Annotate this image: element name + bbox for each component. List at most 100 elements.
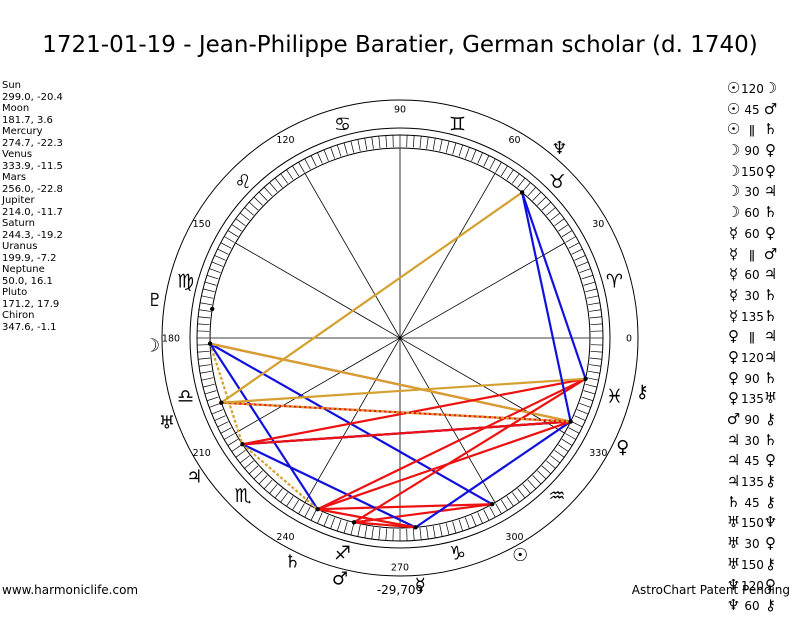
degree-tick (562, 230, 572, 236)
degree-tick (249, 202, 258, 210)
aspect-angle: 30 (741, 286, 763, 307)
degree-tick (433, 138, 435, 150)
degree-tick (337, 520, 341, 531)
degree-tick (490, 507, 496, 518)
aspect-item: ☿ǁ♂ (726, 244, 778, 265)
degree-tick (311, 156, 316, 167)
degree-tick (579, 403, 590, 407)
degree-tick (200, 371, 212, 373)
degree-tick (365, 526, 367, 538)
aspect-item: ♂90⚷ (726, 409, 778, 430)
degree-tick (584, 391, 596, 394)
degree-tick (358, 525, 360, 537)
degree-tick (197, 324, 209, 325)
aspect-item: ☽150♀ (726, 161, 778, 182)
degree-tick (305, 159, 311, 170)
degree-tick (507, 170, 514, 180)
degree-tick (518, 178, 525, 187)
aspect-planet1-glyph: ☿ (726, 244, 741, 265)
degree-tick (453, 522, 456, 534)
aspect-planet1-glyph: ☿ (726, 306, 741, 327)
aspect-planet2-glyph: ♄ (763, 119, 778, 140)
degree-tick (440, 139, 442, 151)
degree-tick (259, 475, 267, 484)
aspect-planet1-glyph: ♀ (726, 326, 741, 347)
degree-tick (331, 517, 335, 528)
degree-tick (579, 269, 590, 273)
aspect-item: ☉120☽ (726, 78, 778, 99)
degree-label: 240 (276, 532, 294, 543)
aspect-item: ☿60♃ (726, 264, 778, 285)
sign-glyph: ♍ (177, 271, 194, 293)
degree-label: 330 (589, 448, 607, 459)
degree-tick (588, 371, 600, 373)
degree-tick (588, 303, 600, 305)
degree-tick (224, 237, 234, 243)
aspect-planet2-glyph: ⚷ (763, 492, 778, 513)
degree-tick (203, 384, 215, 387)
aspect-planet1-glyph: ☽ (726, 202, 741, 223)
degree-tick (577, 410, 588, 414)
website-link[interactable]: www.harmoniclife.com (2, 583, 138, 597)
degree-tick (472, 515, 476, 526)
sign-glyph: ♌ (234, 171, 251, 193)
aspect-planet1-glyph: ♀ (726, 347, 741, 368)
degree-tick (286, 170, 293, 180)
degree-tick (240, 213, 249, 220)
degree-tick (379, 528, 380, 540)
degree-tick (558, 224, 568, 231)
degree-label: 180 (162, 334, 180, 345)
degree-tick (299, 162, 305, 172)
degree-tick (585, 384, 597, 387)
degree-tick (542, 466, 551, 474)
aspect-item: ♅30♀ (726, 533, 778, 554)
degree-tick (569, 428, 580, 434)
degree-tick (546, 208, 555, 216)
degree-tick (496, 503, 502, 513)
aspect-item: ☉45♂ (726, 99, 778, 120)
degree-label: 270 (391, 563, 409, 574)
degree-tick (537, 471, 546, 479)
aspect-angle: 150 (741, 162, 763, 183)
degree-tick (518, 489, 525, 498)
degree-tick (365, 138, 367, 150)
aspect-planet2-glyph: ♄ (763, 368, 778, 389)
degree-tick (224, 434, 234, 440)
degree-tick (331, 147, 335, 158)
degree-tick (453, 143, 456, 155)
degree-label: 60 (508, 135, 520, 146)
aspect-item: ♆60⚷ (726, 595, 778, 616)
degree-tick (572, 249, 583, 254)
degree-tick (372, 527, 374, 539)
degree-tick (311, 510, 316, 521)
aspect-line (242, 422, 570, 445)
aspect-line (242, 444, 415, 527)
degree-tick (558, 445, 568, 452)
sign-glyph: ♈ (606, 271, 623, 293)
aspect-item: ♅150♆ (726, 512, 778, 533)
aspect-planet2-glyph: ♄ (763, 285, 778, 306)
aspect-angle: 90 (741, 369, 763, 390)
aspect-planet1-glyph: ♅ (726, 554, 741, 575)
degree-tick (574, 255, 585, 260)
aspect-line (522, 192, 585, 378)
aspect-item: ☿30♄ (726, 285, 778, 306)
aspect-angle: 45 (741, 100, 763, 121)
sign-glyph: ♉ (548, 171, 565, 193)
aspect-line (221, 192, 522, 402)
degree-tick (501, 166, 507, 176)
aspect-angle: 45 (741, 493, 763, 514)
aspect-item: ♀ǁ♃ (726, 326, 778, 347)
degree-tick (420, 528, 421, 540)
degree-tick (236, 450, 246, 457)
degree-tick (358, 139, 360, 151)
degree-tick (484, 510, 489, 521)
degree-tick (459, 145, 463, 156)
aspect-planet1-glyph: ♃ (726, 450, 741, 471)
aspect-item: ♃135⚷ (726, 471, 778, 492)
degree-tick (490, 159, 496, 170)
aspect-planet1-glyph: ♅ (726, 512, 741, 533)
aspect-planet1-glyph: ♃ (726, 471, 741, 492)
degree-tick (317, 512, 322, 523)
degree-tick (205, 391, 217, 394)
